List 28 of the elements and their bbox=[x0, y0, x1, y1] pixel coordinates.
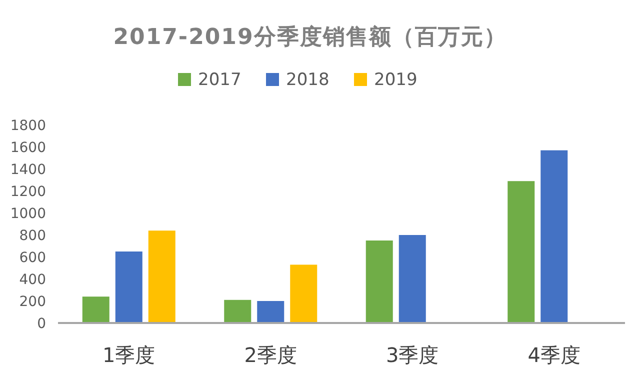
bar bbox=[398, 235, 426, 323]
bar bbox=[224, 300, 252, 323]
x-tick-label: 4季度 bbox=[528, 343, 580, 367]
y-tick-label: 200 bbox=[19, 294, 46, 310]
y-tick-label: 0 bbox=[37, 316, 46, 332]
y-tick-label: 600 bbox=[19, 250, 46, 266]
bar bbox=[366, 240, 393, 323]
legend-label: 2019 bbox=[374, 70, 418, 90]
y-tick-label: 1800 bbox=[10, 118, 46, 134]
bar bbox=[508, 181, 535, 323]
bar bbox=[290, 264, 318, 323]
x-tick-label: 2季度 bbox=[244, 343, 297, 367]
legend-label: 2018 bbox=[286, 70, 330, 90]
x-tick-label: 1季度 bbox=[102, 343, 156, 367]
y-tick-label: 400 bbox=[19, 272, 46, 288]
y-tick-label: 1600 bbox=[10, 140, 46, 156]
bar bbox=[115, 252, 142, 323]
y-tick-label: 800 bbox=[19, 228, 46, 244]
legend-label: 2017 bbox=[198, 70, 242, 90]
y-tick-label: 1200 bbox=[10, 184, 46, 200]
bar bbox=[148, 230, 176, 323]
x-tick-label: 3季度 bbox=[386, 343, 439, 367]
y-tick-label: 1400 bbox=[10, 162, 46, 178]
bar bbox=[257, 301, 284, 323]
y-tick-label: 1000 bbox=[10, 206, 46, 222]
bar bbox=[82, 296, 110, 323]
bar bbox=[540, 150, 568, 323]
chart-title: 2017-2019分季度销售额（百万元） bbox=[113, 24, 507, 50]
